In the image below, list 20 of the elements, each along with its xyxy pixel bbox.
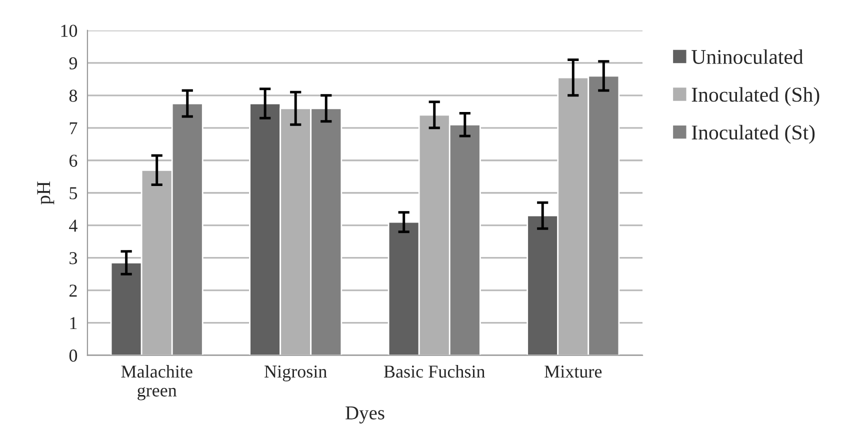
y-tick-label: 3 — [70, 252, 78, 264]
y-tick-label: 9 — [69, 57, 78, 70]
legend-label: Uninoculated — [692, 49, 804, 64]
y-tick-label: 6 — [69, 154, 78, 167]
legend-label: Inoculated (Sh) — [692, 87, 820, 106]
y-tick-label: 2 — [70, 284, 77, 297]
y-tick-label: 4 — [69, 220, 78, 232]
y-tick-label: 1 — [70, 317, 77, 330]
y-tick-label: 10 — [61, 24, 78, 37]
y-tick-label: 0 — [69, 350, 78, 362]
legend-label: Inoculated (St) — [692, 124, 815, 144]
y-tick-label: 8 — [69, 90, 78, 102]
y-tick-label: 5 — [70, 187, 78, 200]
x-tick-label: Mixture — [544, 366, 602, 378]
y-tick-label: 7 — [70, 122, 78, 134]
x-tick-label: Nigrosin — [264, 366, 327, 382]
x-tick-label: Basic Fuchsin — [384, 364, 486, 378]
x-axis-title: Dyes — [346, 406, 384, 424]
x-tick-label: Malachite green — [121, 364, 192, 400]
y-axis-title: pH — [37, 182, 54, 204]
